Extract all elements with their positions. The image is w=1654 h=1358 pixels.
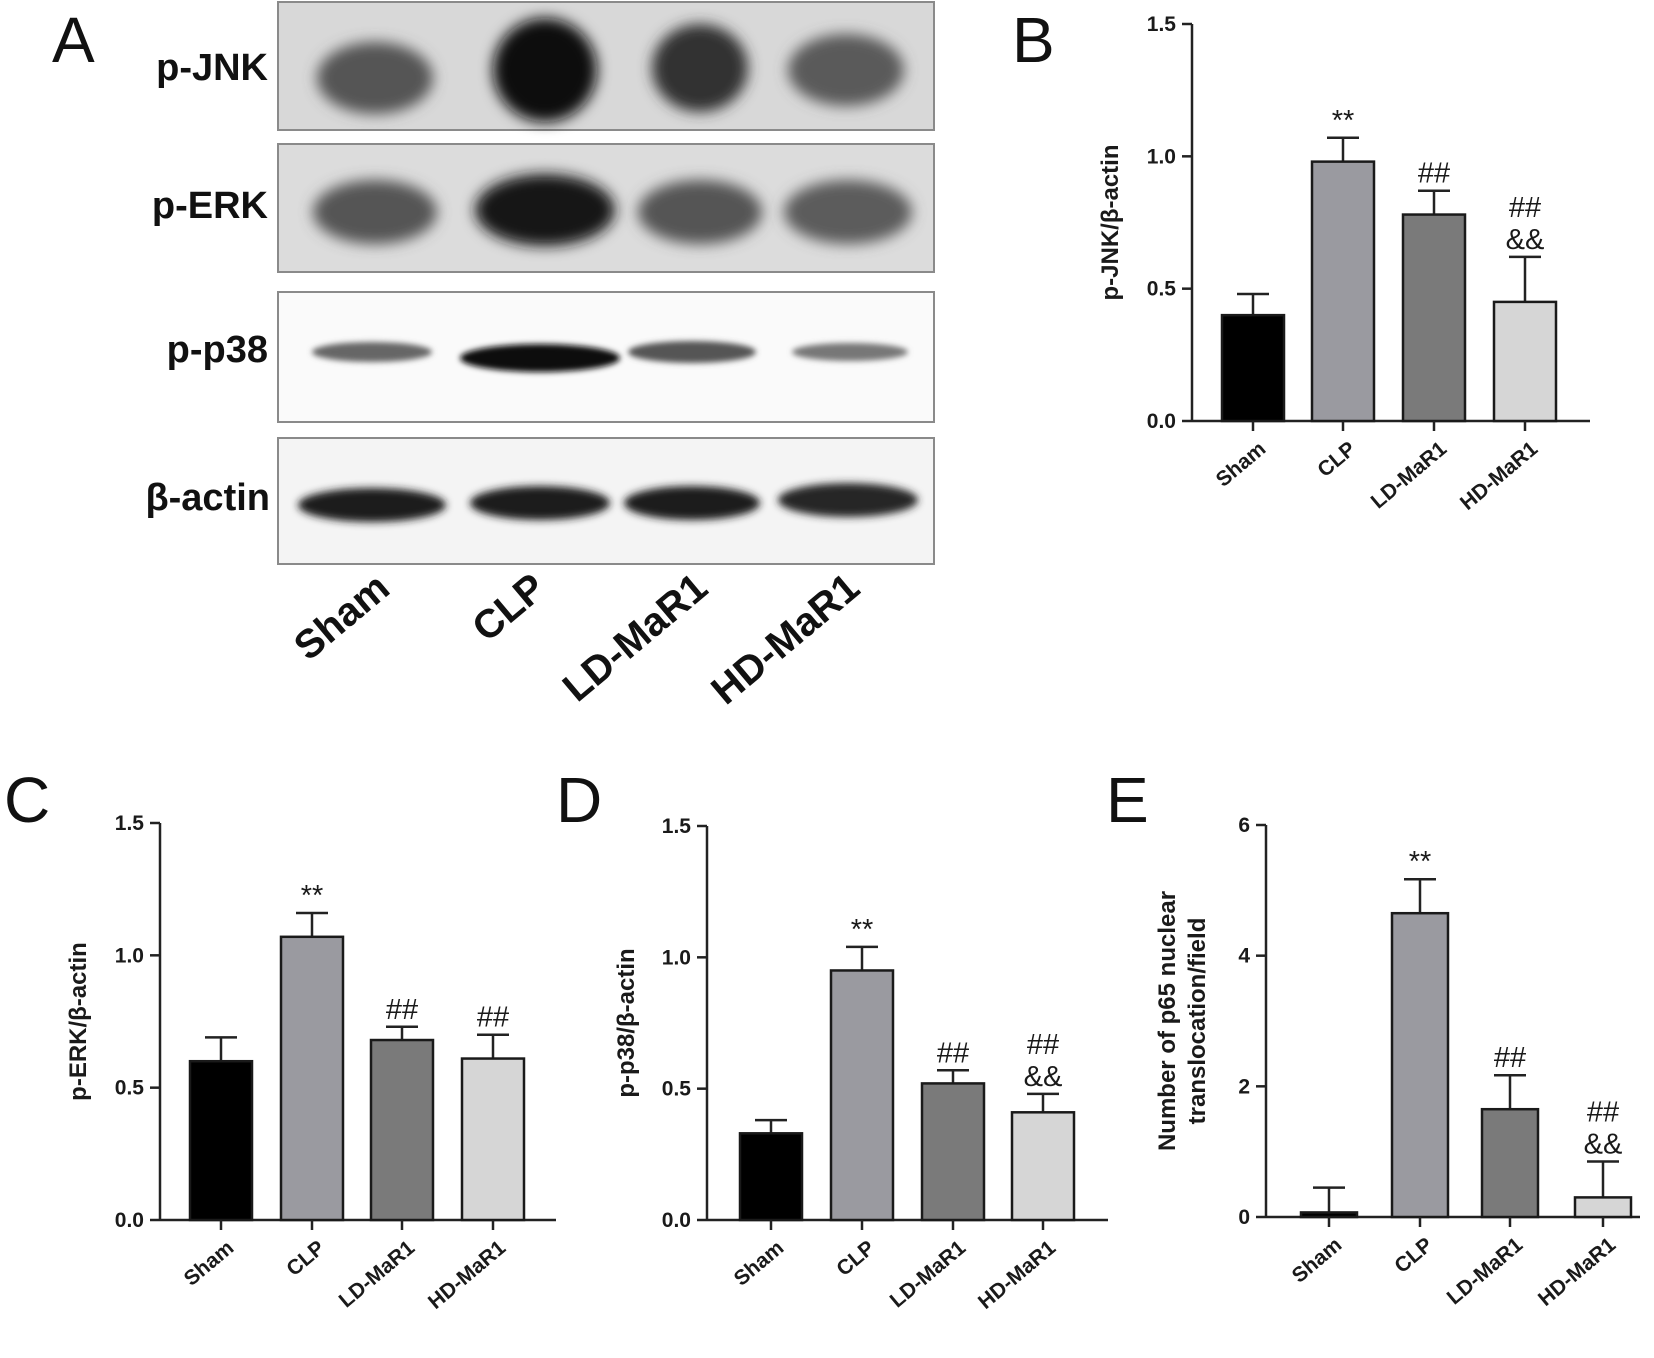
blot-row-label-pjnk: p-JNK <box>156 47 268 89</box>
blot-strip-pp38 <box>277 291 935 423</box>
x-tick-label-ld-mar1: LD-MaR1 <box>335 1236 420 1312</box>
x-tick-label-sham: Sham <box>730 1236 789 1290</box>
x-tick-label-clp: CLP <box>282 1236 329 1281</box>
y-tick-label: 0.0 <box>115 1209 144 1232</box>
panel-letter-e: E <box>1106 764 1149 836</box>
significance-label: && <box>1506 224 1545 256</box>
bar-ld-mar1 <box>920 1082 986 1222</box>
bar-hd-mar1 <box>1573 1196 1633 1219</box>
bar-sham <box>188 1059 254 1222</box>
chart-panel-c: C 0.0 0.5 1.0 1.5 p-ERK/β-actin Sham ** CLP ## LD… <box>4 764 556 1314</box>
blot-lane-label-clp: CLP <box>464 565 554 650</box>
x-tick-label-sham: Sham <box>1288 1233 1347 1287</box>
blot-lane-label-sham: Sham <box>286 565 398 669</box>
y-tick-label: 0.5 <box>662 1078 692 1101</box>
significance-label: ## <box>1587 1096 1619 1128</box>
x-tick-label-clp: CLP <box>1313 437 1360 482</box>
significance-label: ** <box>1332 105 1355 137</box>
y-tick-label: 6 <box>1238 814 1250 837</box>
significance-label: ** <box>301 880 324 912</box>
y-tick-label: 0.0 <box>1147 410 1176 433</box>
y-axis-label: Number of p65 nuclear translocation/field <box>1154 891 1211 1151</box>
significance-label: ## <box>1418 158 1450 190</box>
bar-hd-mar1 <box>1492 300 1558 423</box>
bar-clp <box>829 969 895 1222</box>
y-axis-label-line: Number of p65 nuclear <box>1154 891 1181 1151</box>
x-tick-label-clp: CLP <box>832 1236 879 1281</box>
blot-strip-pjnk <box>277 1 935 131</box>
significance-label: ** <box>851 914 874 946</box>
significance-label: && <box>1024 1061 1063 1093</box>
blot-row-label-pp38: p-p38 <box>167 329 268 371</box>
significance-label: ## <box>937 1037 969 1069</box>
blot-row-label-bactin: β-actin <box>145 477 270 519</box>
y-tick-label: 1.0 <box>115 944 144 967</box>
bar-sham <box>738 1132 804 1222</box>
bar-sham <box>1220 313 1286 423</box>
y-tick-label: 0.0 <box>662 1209 691 1232</box>
x-tick-label-ld-mar1: LD-MaR1 <box>1443 1233 1528 1309</box>
y-tick-label: 0.5 <box>1147 278 1177 301</box>
chart-panel-d: D 0.0 0.5 1.0 1.5 p-p38/β-actin Sham ** CLP ## LD… <box>556 764 1108 1314</box>
blot-strip-perk <box>277 143 935 273</box>
y-tick-label: 0 <box>1238 1206 1250 1229</box>
y-tick-label: 1.0 <box>1147 145 1176 168</box>
x-tick-label-hd-mar1: HD-MaR1 <box>424 1236 511 1314</box>
bar-sham <box>1299 1211 1359 1219</box>
y-tick-label: 4 <box>1238 945 1250 968</box>
bar-clp <box>279 935 345 1222</box>
significance-label: ## <box>1027 1029 1059 1061</box>
x-tick-label-hd-mar1: HD-MaR1 <box>974 1236 1061 1314</box>
y-tick-label: 0.5 <box>115 1077 145 1100</box>
y-axis-label: p-JNK/β-actin <box>1097 145 1124 301</box>
significance-label: ## <box>1494 1042 1526 1074</box>
panel-letter-a: A <box>52 4 95 76</box>
bar-ld-mar1 <box>369 1038 435 1222</box>
y-tick-label: 1.5 <box>1147 13 1177 36</box>
y-tick-label: 1.5 <box>115 812 145 835</box>
significance-label: && <box>1584 1128 1623 1160</box>
x-tick-label-ld-mar1: LD-MaR1 <box>886 1236 971 1312</box>
bar-ld-mar1 <box>1401 213 1467 423</box>
panel-letter-c: C <box>4 764 50 836</box>
bar-ld-mar1 <box>1480 1107 1540 1219</box>
x-tick-label-ld-mar1: LD-MaR1 <box>1367 437 1452 513</box>
significance-label: ## <box>386 994 418 1026</box>
significance-label: ## <box>1509 192 1541 224</box>
chart-panel-e: E 0 2 4 6 Number of p65 nuclear translocation… <box>1106 764 1640 1311</box>
x-tick-label-hd-mar1: HD-MaR1 <box>1456 437 1543 515</box>
y-axis-label-line: translocation/field <box>1184 918 1211 1125</box>
significance-label: ** <box>1409 846 1432 878</box>
blot-row-label-perk: p-ERK <box>152 185 269 227</box>
y-axis-label: p-p38/β-actin <box>613 948 640 1097</box>
x-tick-label-hd-mar1: HD-MaR1 <box>1534 1233 1621 1311</box>
panel-a-western-blot: A p-JNK p-ERK p-p38 β-actin <box>52 1 935 713</box>
bar-hd-mar1 <box>1010 1111 1076 1222</box>
bar-clp <box>1390 911 1450 1219</box>
x-tick-label-clp: CLP <box>1390 1233 1437 1278</box>
blot-lane-label-ld-mar1: LD-MaR1 <box>555 565 716 710</box>
y-tick-label: 1.5 <box>662 815 692 838</box>
x-tick-label-sham: Sham <box>180 1236 239 1290</box>
y-tick-label: 1.0 <box>662 946 691 969</box>
panel-letter-d: D <box>556 764 602 836</box>
blot-lane-label-hd-mar1: HD-MaR1 <box>703 565 867 713</box>
y-tick-label: 2 <box>1238 1075 1250 1098</box>
bar-clp <box>1310 160 1376 423</box>
panel-letter-b: B <box>1012 4 1055 76</box>
blot-strip-bactin <box>277 437 935 565</box>
y-axis-label: p-ERK/β-actin <box>65 942 92 1101</box>
x-tick-label-sham: Sham <box>1212 437 1271 491</box>
chart-panel-b: B 0.0 0.5 1.0 1.5 p-JNK/β-actin Sham ** CLP ## LD… <box>1012 4 1590 515</box>
bar-hd-mar1 <box>460 1057 526 1222</box>
significance-label: ## <box>477 1002 509 1034</box>
